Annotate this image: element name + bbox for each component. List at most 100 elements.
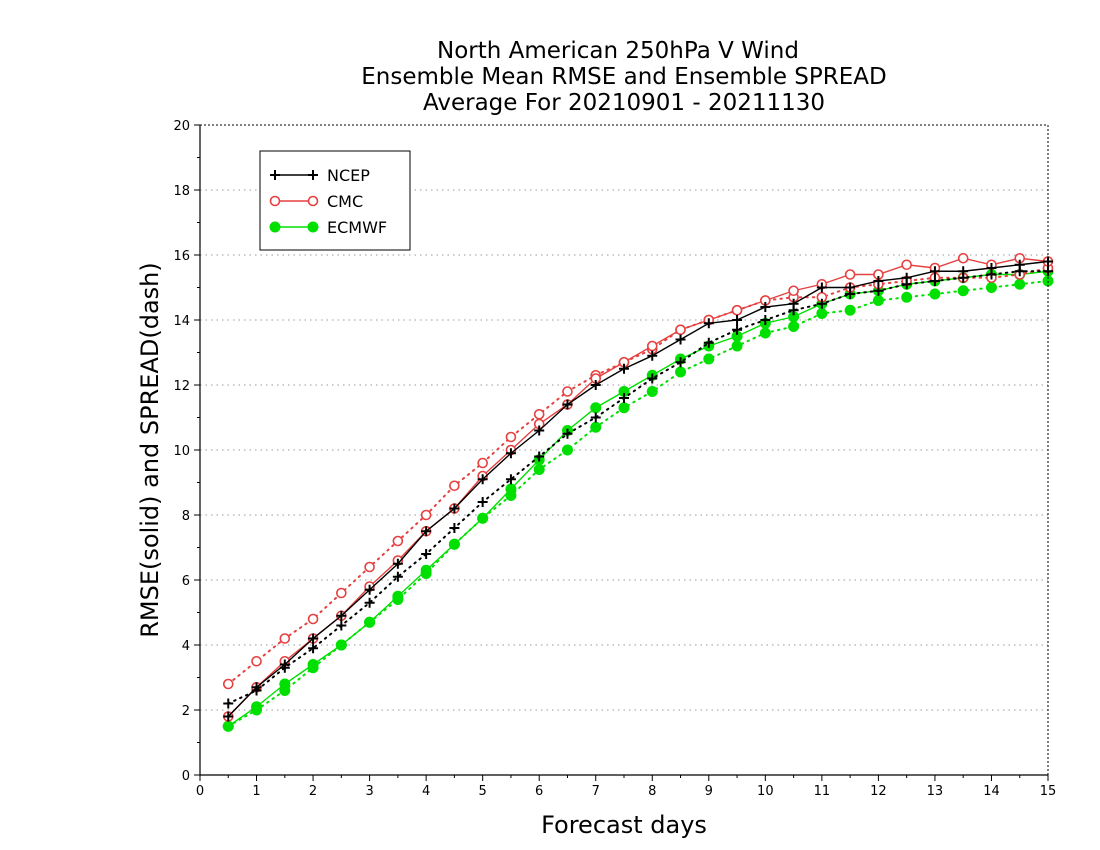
series-ncep-spread-point — [421, 549, 432, 559]
series-cmc-spread-point — [449, 480, 460, 492]
series-ecmwf-rmse-point — [307, 659, 319, 670]
series-ecmwf-spread-point — [816, 308, 828, 319]
series-ncep-rmse-point — [308, 633, 319, 644]
series-cmc-rmse-point — [788, 285, 799, 297]
series-cmc-spread-point — [533, 408, 545, 420]
series-ncep-spread-point — [449, 523, 460, 533]
axes — [194, 124, 1049, 781]
series-ncep-spread-point — [590, 412, 601, 423]
x-tick-label: 2 — [309, 784, 317, 799]
series-ecmwf-spread-point — [872, 295, 884, 306]
series-ecmwf-rmse-point — [222, 720, 234, 732]
series-ncep-rmse-point — [477, 474, 488, 485]
x-tick-label: 9 — [705, 784, 713, 799]
series-ecmwf-spread-point — [703, 353, 715, 365]
y-tick-label: 14 — [173, 314, 190, 329]
series-ncep-rmse-point — [590, 380, 601, 390]
series-ncep-spread-point — [562, 428, 573, 439]
series-ncep-rmse-point — [392, 558, 403, 569]
legend-label-ecmwf: ECMWF — [327, 218, 387, 237]
series-ncep-spread-point — [675, 357, 686, 368]
series-ncep-spread-point — [364, 597, 375, 608]
series-cmc-spread-point — [505, 431, 517, 443]
series-ncep-rmse-line — [227, 260, 1049, 717]
series-ncep-rmse-point — [760, 302, 771, 312]
series-ecmwf-spread-point — [533, 464, 545, 475]
legend-label-cmc: CMC — [327, 192, 363, 211]
chart-title: North American 250hPa V Wind Ensemble Me… — [361, 38, 886, 116]
series-ecmwf-spread-point — [731, 340, 743, 352]
series-ncep-spread-point — [477, 497, 488, 507]
series-ncep-spread-point — [223, 698, 234, 709]
x-tick-label: 14 — [983, 784, 1000, 799]
series-cmc-spread-point — [562, 386, 573, 397]
x-tick-label: 6 — [535, 784, 543, 799]
series-ncep-rmse-point — [505, 448, 516, 459]
series-cmc-spread-point — [307, 613, 319, 625]
series-ecmwf-spread-point — [844, 304, 856, 316]
x-tick-label: 8 — [648, 784, 656, 799]
chart-title-line-1: North American 250hPa V Wind — [437, 38, 799, 64]
x-tick-label: 15 — [1040, 784, 1057, 799]
series-ncep-rmse-point — [929, 266, 940, 277]
x-tick-label: 10 — [757, 784, 774, 799]
y-tick-label: 20 — [173, 119, 190, 134]
series-ecmwf-spread-point — [985, 282, 997, 293]
x-axis-title: Forecast days — [541, 811, 707, 839]
series-ncep-rmse-point — [1014, 259, 1025, 270]
series-ecmwf-rmse-point — [364, 616, 376, 628]
series-ecmwf-rmse-point — [335, 639, 347, 651]
series-cmc-spread-point — [222, 678, 234, 690]
series-ecmwf-spread-point — [759, 327, 771, 339]
series-ecmwf-rmse-point — [505, 483, 517, 495]
series-ncep-rmse-point — [845, 282, 856, 293]
series-cmc-rmse-line — [227, 257, 1049, 717]
y-tick-label: 12 — [173, 379, 190, 394]
series-ecmwf-spread-point — [788, 321, 800, 332]
x-tick-label: 4 — [422, 784, 430, 799]
grid — [200, 189, 1048, 711]
y-tick-label: 0 — [182, 769, 190, 784]
series-ncep-rmse-point — [901, 272, 912, 283]
series-cmc-spread-point — [392, 535, 404, 547]
series-ecmwf-rmse-point — [590, 402, 602, 414]
series-cmc-rmse-point — [675, 324, 686, 336]
legend-marker-ecmwf — [269, 221, 281, 233]
legend-label-ncep: NCEP — [327, 166, 370, 185]
x-tick-label: 3 — [365, 784, 373, 799]
series-cmc-spread-point — [364, 561, 375, 573]
series-ecmwf-rmse-point — [420, 564, 432, 576]
series-cmc-rmse-point — [844, 269, 856, 280]
y-axis-title: RMSE(solid) and SPREAD(dash) — [136, 262, 164, 638]
series-ncep-spread-point — [392, 571, 403, 582]
series-ncep-rmse-point — [732, 315, 743, 325]
series-ecmwf-rmse-point — [251, 701, 263, 713]
series-ecmwf-rmse-point — [392, 590, 404, 602]
series-ncep-spread-point — [732, 324, 743, 335]
y-tick-label: 4 — [182, 639, 190, 654]
series-ncep-rmse-point — [562, 399, 573, 410]
y-tick-label: 18 — [173, 184, 190, 199]
x-tick-label: 1 — [252, 784, 260, 799]
x-tick-label: 11 — [814, 784, 831, 799]
series-ecmwf-spread-point — [901, 291, 913, 303]
series-ncep-spread-point — [308, 643, 319, 654]
series-ncep-spread-point — [534, 451, 545, 462]
series-ncep-spread-point — [619, 393, 629, 403]
series-ecmwf-spread-point — [646, 386, 658, 397]
x-tick-label: 12 — [870, 784, 887, 799]
x-tick-label: 7 — [592, 784, 600, 799]
legend-marker-cmc — [269, 195, 281, 207]
y-tick-label: 16 — [173, 249, 190, 264]
series-cmc-spread-point — [251, 655, 262, 667]
series-ncep-rmse-point — [421, 526, 432, 537]
series-ncep-rmse-point — [336, 610, 347, 621]
legend: NCEP CMC ECMWF — [259, 150, 411, 251]
x-tick-label: 0 — [196, 784, 204, 799]
series-ncep-rmse-point — [986, 263, 997, 273]
series-ecmwf-spread-point — [561, 444, 573, 456]
series-ncep-rmse-point — [251, 682, 262, 693]
series-cmc-spread-line — [227, 267, 1049, 685]
